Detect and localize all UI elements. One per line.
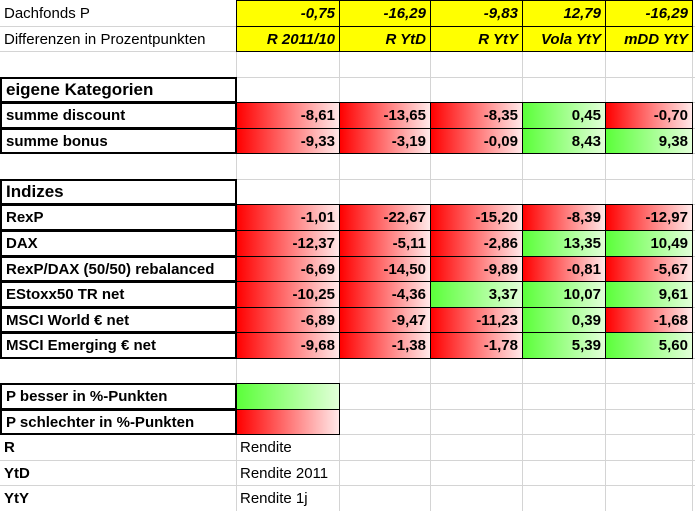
row-label: RexP [0,204,237,231]
value-cell: 3,37 [430,281,523,308]
term-meaning: Rendite [240,439,292,456]
section-title: eigene Kategorien [0,77,237,103]
value-cell: -13,65 [339,102,431,129]
value-cell: -12,97 [605,204,693,231]
row-label: DAX [0,230,237,257]
value-cell: -8,39 [522,204,606,231]
value-cell: -11,23 [430,307,523,333]
value-cell: -0,81 [522,256,606,282]
value-cell: -10,25 [236,281,340,308]
term: YtD [4,464,30,482]
value-cell: 9,61 [605,281,693,308]
value-cell: 9,38 [605,128,693,154]
value-cell: -6,89 [236,307,340,333]
value-cell: 5,39 [522,332,606,359]
total-value: -16,29 [339,0,431,27]
value-cell: -9,33 [236,128,340,154]
legend-swatch [236,409,340,435]
value-cell: -12,37 [236,230,340,257]
row-label: RexP/DAX (50/50) rebalanced [0,256,237,282]
value-cell: -1,78 [430,332,523,359]
legend-label: P schlechter in %-Punkten [0,409,237,435]
value-cell: -9,89 [430,256,523,282]
value-cell: -15,20 [430,204,523,231]
value-cell: 0,45 [522,102,606,129]
title: Dachfonds P [4,5,90,22]
value-cell: -1,38 [339,332,431,359]
value-cell: 10,49 [605,230,693,257]
value-cell: 5,60 [605,332,693,359]
value-cell: -2,86 [430,230,523,257]
row-label: MSCI World € net [0,307,237,333]
grid-line [0,434,695,435]
value-cell: -4,36 [339,281,431,308]
column-header: R 2011/10 [236,26,340,52]
row-label: summe bonus [0,128,237,154]
value-cell: 13,35 [522,230,606,257]
value-cell: -0,09 [430,128,523,154]
term: R [4,439,15,456]
total-value: -16,29 [605,0,693,27]
legend-swatch [236,383,340,410]
value-cell: -1,68 [605,307,693,333]
value-cell: -0,70 [605,102,693,129]
row-label: EStoxx50 TR net [0,281,237,308]
value-cell: -22,67 [339,204,431,231]
value-cell: -14,50 [339,256,431,282]
legend-label: P besser in %-Punkten [0,383,237,410]
column-header: R YtD [339,26,431,52]
column-header: mDD YtY [605,26,693,52]
grid-line [0,77,695,78]
total-value: -9,83 [430,0,523,27]
grid-line [0,409,695,410]
value-cell: 10,07 [522,281,606,308]
value-cell: -3,19 [339,128,431,154]
value-cell: -9,47 [339,307,431,333]
term: YtY [4,490,30,507]
grid-line [0,383,695,384]
value-cell: -9,68 [236,332,340,359]
value-cell: 0,39 [522,307,606,333]
grid-line [0,179,695,180]
value-cell: 8,43 [522,128,606,154]
term-meaning: Rendite 1j [240,490,308,507]
column-header: R YtY [430,26,523,52]
row-label: summe discount [0,102,237,129]
grid-line [0,485,695,486]
grid-line [0,460,695,461]
column-header: Vola YtY [522,26,606,52]
value-cell: -8,61 [236,102,340,129]
section-title: Indizes [0,179,237,205]
value-cell: -8,35 [430,102,523,129]
value-cell: -6,69 [236,256,340,282]
value-cell: -1,01 [236,204,340,231]
term-meaning: Rendite 2011 [240,464,329,482]
total-value: 12,79 [522,0,606,27]
value-cell: -5,11 [339,230,431,257]
total-value: -0,75 [236,0,340,27]
subtitle: Differenzen in Prozentpunkten [4,30,206,48]
value-cell: -5,67 [605,256,693,282]
row-label: MSCI Emerging € net [0,332,237,359]
